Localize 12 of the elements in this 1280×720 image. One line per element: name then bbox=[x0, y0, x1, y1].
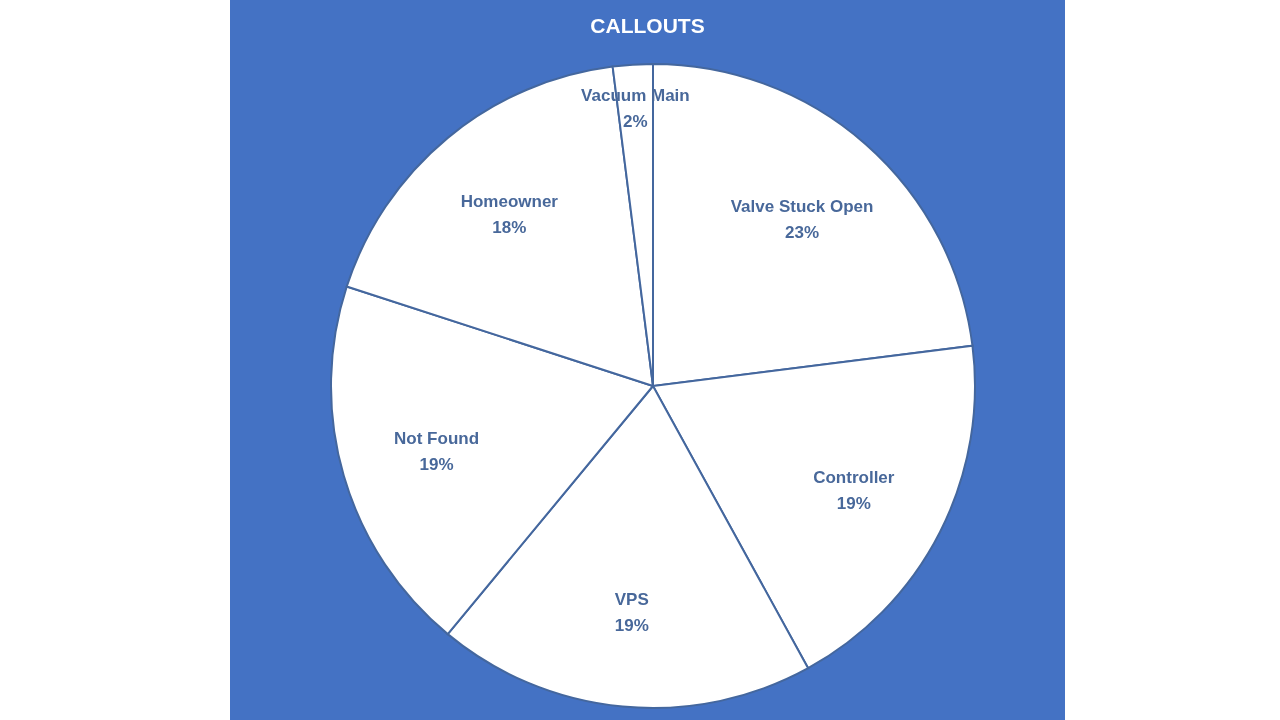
data-label: 18% bbox=[492, 218, 527, 238]
slice-label: Controller bbox=[813, 468, 895, 488]
data-label: 19% bbox=[614, 616, 649, 636]
data-label: 2% bbox=[623, 112, 648, 132]
data-label: 19% bbox=[419, 454, 454, 474]
slice-label: Homeowner bbox=[460, 192, 559, 212]
slice-label: Valve Stuck Open bbox=[730, 196, 874, 216]
data-label: 23% bbox=[785, 222, 820, 242]
slice-label: VPS bbox=[614, 590, 649, 610]
chart-title: CALLOUTS bbox=[589, 13, 706, 39]
data-label: 19% bbox=[836, 494, 871, 514]
slice-label: Not Found bbox=[394, 428, 480, 448]
